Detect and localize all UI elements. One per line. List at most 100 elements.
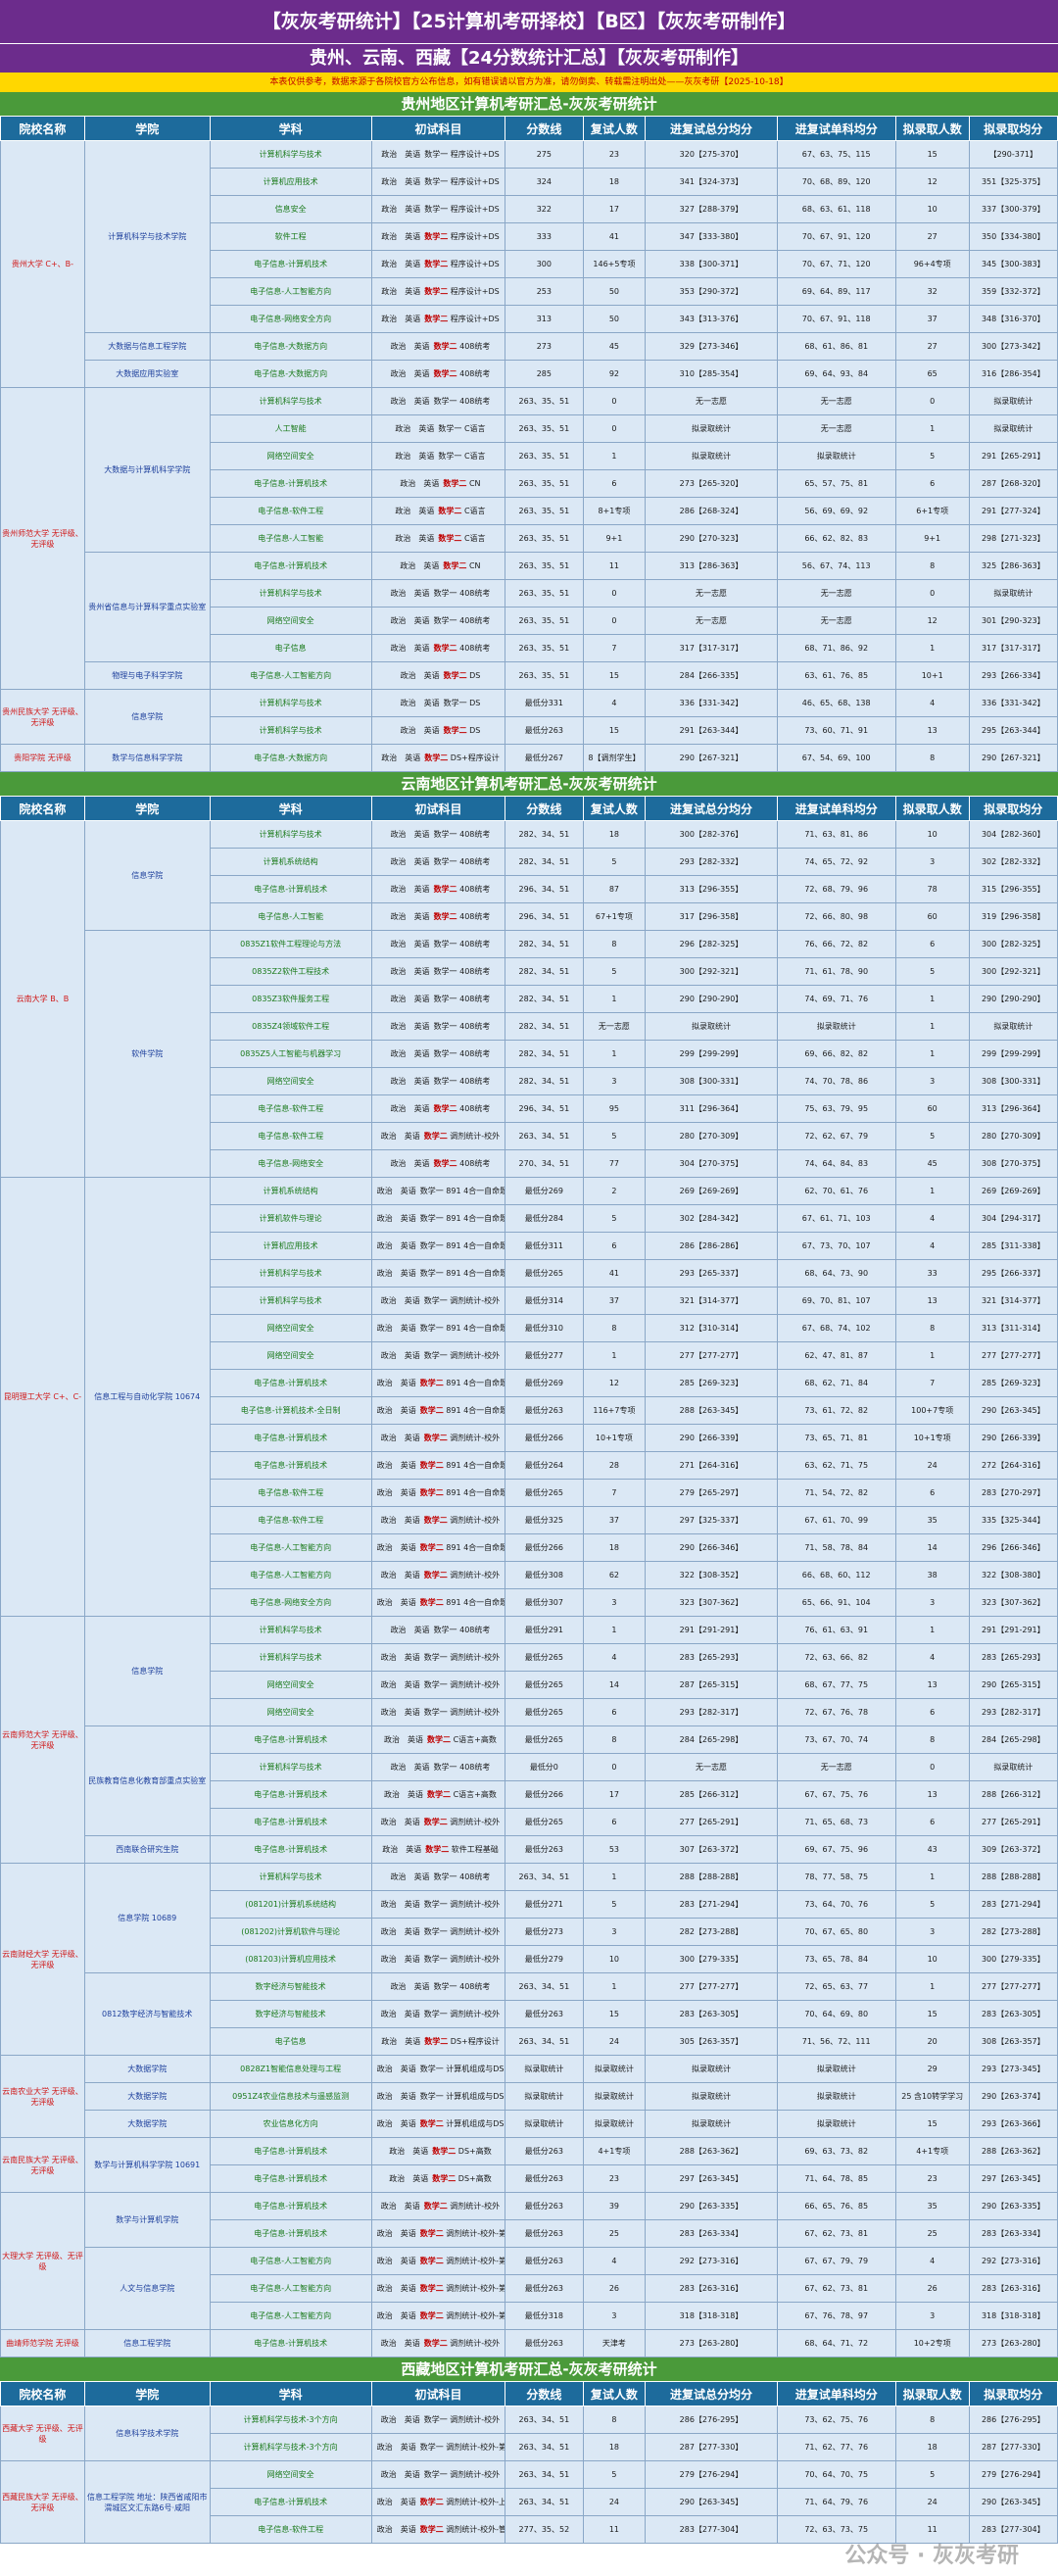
english-label: 英语	[423, 479, 440, 488]
math-label: 数学二	[433, 342, 457, 351]
sections-container: 贵州地区计算机考研汇总-灰灰考研统计 院校名称 学院 学科 初试科目 分数线 复试人数 进复试…	[0, 92, 1058, 2544]
admit-avg-cell: 290【267-321】	[968, 744, 1058, 772]
major-subject-label: 调剂统计-校外	[447, 1927, 501, 1936]
major-subject-label: 408统考	[457, 1077, 491, 1086]
exam-subjects-cell: 政治 英语 数学一 408统考	[370, 820, 506, 849]
english-label: 英语	[413, 397, 430, 406]
english-label: 英语	[408, 1735, 424, 1744]
subject-cell: 计算机软件与理论	[209, 1204, 372, 1233]
subject-cell: 电子信息-软件工程	[209, 2515, 372, 2544]
exam-subjects-cell: 政治 英语 数学一 408统考	[370, 1067, 506, 1095]
cutoff-cell: 263、34、51	[505, 2488, 584, 2516]
college-cell: 0812数字经济与智能技术	[83, 1972, 211, 2056]
admit-avg-cell: 300【292-321】	[968, 957, 1058, 986]
major-subject-label: 调剂统计-校外-上408 管理院	[446, 2498, 505, 2506]
college-cell: 信息学院	[83, 1616, 211, 1726]
english-label: 英语	[400, 2092, 416, 2101]
admit-count-cell: 1	[894, 1177, 970, 1205]
retest-single-avg-cell: 67、61、71、103	[776, 1204, 896, 1233]
math-label: 数学二	[419, 1406, 444, 1415]
admit-avg-cell: 299【299-299】	[968, 1040, 1058, 1068]
english-label: 英语	[408, 1790, 424, 1799]
admit-count-cell: 5	[894, 1122, 970, 1150]
admit-count-cell: 65	[894, 360, 970, 388]
college-cell: 信息学院 10689	[83, 1863, 211, 1973]
english-label: 英语	[400, 2443, 416, 2452]
admit-count-cell: 5	[894, 442, 970, 470]
english-label: 英语	[413, 1763, 430, 1772]
major-subject-label: 408统考	[457, 1049, 491, 1058]
retest-total-avg-cell: 293【265-337】	[645, 1259, 778, 1288]
admit-avg-cell: 293【282-317】	[968, 1698, 1058, 1726]
retest-count-cell: 8+1专项	[582, 497, 647, 525]
table-row: 计算机应用技术 政治 英语 数学一 891 4合一自命题 最低分311 6 286【286-…	[1, 1232, 1058, 1260]
column-header: 初试科目	[370, 796, 506, 821]
university-cell: 云南民族大学 无评级、无评级	[0, 2137, 85, 2193]
exam-subjects-cell: 政治 英语 数学二 891 4合一自命题	[370, 1451, 506, 1480]
admit-avg-cell: 321【314-377】	[968, 1287, 1058, 1315]
cutoff-cell: 263、34、51	[505, 2460, 584, 2489]
cutoff-cell: 253	[505, 277, 584, 306]
subject-cell: 数字经济与智能技术	[209, 1972, 372, 2001]
math-label: 数学一	[433, 1763, 457, 1772]
subject-cell: 计算机应用技术	[209, 1232, 372, 1260]
math-label: 数学二	[432, 2147, 457, 2156]
major-subject-label: 调剂统计-校外	[447, 1708, 501, 1717]
college-cell: 软件学院	[83, 930, 211, 1178]
politics-label: 政治	[390, 1763, 407, 1772]
english-label: 英语	[418, 424, 435, 433]
retest-count-cell: 50	[582, 277, 647, 306]
retest-single-avg-cell: 74、70、78、86	[776, 1067, 896, 1095]
politics-label: 政治	[376, 1379, 393, 1387]
math-label: 数学二	[424, 2037, 449, 2046]
table-row: 电子信息-人工智能方向 政治 英语 数学二 调剂统计-校外 最低分308 62 322【30…	[1, 1561, 1058, 1589]
subject-cell: 电子信息-计算机技术	[209, 2488, 372, 2516]
math-label: 数学一	[433, 940, 457, 948]
english-label: 英语	[400, 2229, 416, 2238]
retest-count-cell: 12	[582, 1369, 647, 1397]
major-subject-label: 408统考	[457, 589, 491, 598]
admit-avg-cell: 288【266-312】	[968, 1780, 1058, 1809]
english-label: 英语	[413, 1626, 430, 1634]
cutoff-cell: 最低分325	[505, 1506, 584, 1534]
math-label: 数学二	[419, 1598, 444, 1607]
politics-label: 政治	[380, 1653, 397, 1662]
table-row: 计算机软件与理论 政治 英语 数学一 891 4合一自命题 最低分284 5 302【284…	[1, 1204, 1058, 1233]
english-label: 英语	[413, 857, 430, 866]
retest-count-cell: 1	[582, 1616, 647, 1644]
retest-count-cell: 25	[582, 2219, 647, 2248]
retest-total-avg-cell: 290【267-321】	[645, 744, 778, 772]
cutoff-cell: 最低分308	[505, 1561, 584, 1589]
retest-count-cell: 1	[582, 1972, 647, 2001]
english-label: 英语	[413, 885, 430, 894]
table-row: 贵州民族大学 无评级、无评级 信息学院 计算机科学与技术 政治 英语 数学一 DS 最低分3…	[0, 689, 1058, 745]
politics-label: 政治	[376, 2092, 393, 2101]
english-label: 英语	[423, 671, 440, 680]
exam-subjects-cell: 政治 英语 数学一 408统考	[370, 1012, 506, 1041]
major-subject-label: 891 4合一自命题	[443, 1214, 505, 1223]
retest-count-cell: 77	[582, 1149, 647, 1178]
math-label: 数学二	[419, 2498, 444, 2506]
major-subject-label: C语言	[461, 424, 486, 433]
table-row: 计算机系统结构 政治 英语 数学一 408统考 282、34、51 5 293【282-33…	[1, 848, 1058, 876]
exam-subjects-cell: 政治 英语 数学一 调剂统计-校外	[370, 1945, 506, 1973]
university-cell: 贵阳学院 无评级	[0, 744, 85, 772]
admit-avg-cell: 335【325-344】	[968, 1506, 1058, 1534]
cutoff-cell: 263、35、51	[505, 661, 584, 690]
cutoff-cell: 最低分311	[505, 1232, 584, 1260]
retest-count-cell: 8	[582, 2406, 647, 2434]
admit-count-cell: 78	[894, 875, 970, 903]
retest-total-avg-cell: 290【266-339】	[645, 1424, 778, 1452]
retest-single-avg-cell: 拟录取统计	[776, 1012, 896, 1041]
cutoff-cell: 296、34、51	[505, 1094, 584, 1123]
admit-count-cell: 0	[894, 579, 970, 608]
admit-avg-cell: 287【277-330】	[968, 2433, 1058, 2461]
admit-count-cell: 4	[894, 2247, 970, 2275]
politics-label: 政治	[380, 2202, 397, 2211]
major-subject-label: DS	[466, 699, 481, 707]
math-label: 数学二	[423, 1818, 448, 1826]
admit-avg-cell: 279【276-294】	[968, 2460, 1058, 2489]
admit-avg-cell: 282【273-288】	[968, 1918, 1058, 1946]
english-label: 英语	[423, 726, 440, 735]
admit-count-cell: 6	[894, 1808, 970, 1836]
